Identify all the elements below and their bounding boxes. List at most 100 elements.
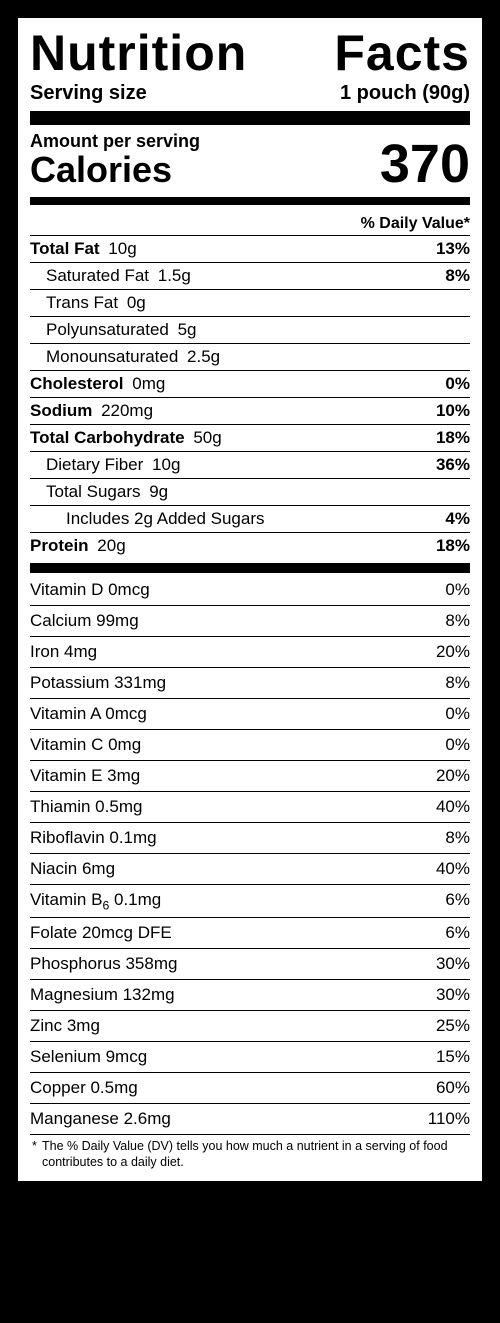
nutrient-row: Total Sugars 9g — [30, 478, 470, 505]
vitamin-dv: 60% — [436, 1078, 470, 1098]
nutrient-name: Trans Fat — [46, 293, 118, 312]
vitamin-dv: 6% — [445, 923, 470, 943]
nutrient-row: Polyunsaturated 5g — [30, 316, 470, 343]
vitamin-dv: 40% — [436, 859, 470, 879]
nutrient-name: Saturated Fat — [46, 266, 149, 285]
nutrient-dv: 4% — [445, 509, 470, 529]
nutrient-row: Total Fat 10g 13% — [30, 235, 470, 262]
daily-value-header: % Daily Value* — [30, 211, 470, 235]
vitamin-dv: 30% — [436, 985, 470, 1005]
vitamin-dv: 110% — [428, 1109, 470, 1129]
macros-section: Total Fat 10g 13% Saturated Fat 1.5g 8% Tran… — [30, 235, 470, 559]
vitamin-name: Iron 4mg — [30, 642, 97, 662]
nutrient-row: Sodium 220mg10% — [30, 397, 470, 424]
nutrient-name: Total Carbohydrate — [30, 428, 185, 447]
vitamin-dv: 8% — [445, 673, 470, 693]
nutrient-dv: 8% — [445, 266, 470, 286]
vitamin-row: Folate 20mcg DFE 6% — [30, 917, 470, 948]
nutrient-amount: 20g — [93, 536, 126, 555]
nutrient-row: Includes 2g Added Sugars 4% — [30, 505, 470, 532]
vitamin-name: Copper 0.5mg — [30, 1078, 138, 1098]
vitamin-name: Vitamin D 0mcg — [30, 580, 150, 600]
nutrient-amount: 5g — [173, 320, 197, 339]
nutrient-row: Monounsaturated 2.5g — [30, 343, 470, 370]
nutrient-name: Sodium — [30, 401, 92, 420]
nutrition-label-frame: Nutrition Facts Serving size 1 pouch (90… — [0, 0, 500, 1199]
nutrient-amount: 0g — [122, 293, 146, 312]
vitamin-name: Vitamin E 3mg — [30, 766, 140, 786]
nutrient-amount: 2.5g — [182, 347, 220, 366]
nutrient-name: Total Fat — [30, 239, 100, 258]
footnote: * The % Daily Value (DV) tells you how m… — [30, 1134, 470, 1172]
nutrient-row: Trans Fat 0g — [30, 289, 470, 316]
nutrient-row: Protein 20g 18% — [30, 532, 470, 559]
vitamin-row: Thiamin 0.5mg 40% — [30, 791, 470, 822]
nutrient-name: Includes 2g Added Sugars — [66, 509, 264, 528]
vitamin-dv: 30% — [436, 954, 470, 974]
vitamin-row: Phosphorus 358mg30% — [30, 948, 470, 979]
vitamin-row: Manganese 2.6mg 110% — [30, 1103, 470, 1134]
vitamin-row: Niacin 6mg 40% — [30, 853, 470, 884]
nutrient-amount: 9g — [145, 482, 169, 501]
vitamin-dv: 0% — [445, 580, 470, 600]
nutrient-name: Cholesterol — [30, 374, 124, 393]
nutrient-dv: 10% — [436, 401, 470, 421]
nutrient-dv: 36% — [436, 455, 470, 475]
vitamin-row: Zinc 3mg25% — [30, 1010, 470, 1041]
vitamins-section: Vitamin D 0mcg0%Calcium 99mg8%Iron 4mg20… — [30, 575, 470, 1134]
vitamin-name: Niacin 6mg — [30, 859, 115, 879]
serving-size-label: Serving size — [30, 82, 147, 105]
nutrient-name: Total Sugars — [46, 482, 141, 501]
vitamin-row: Magnesium 132mg 30% — [30, 979, 470, 1010]
nutrient-amount: 10g — [147, 455, 180, 474]
vitamin-row: Potassium 331mg 8% — [30, 667, 470, 698]
vitamin-row: Vitamin E 3mg 20% — [30, 760, 470, 791]
vitamin-row: Selenium 9mcg 15% — [30, 1041, 470, 1072]
vitamin-dv: 20% — [436, 766, 470, 786]
title-word-1: Nutrition — [30, 28, 247, 78]
nutrient-row: Cholesterol 0mg0% — [30, 370, 470, 397]
footnote-star: * — [32, 1139, 42, 1170]
nutrient-amount: 1.5g — [153, 266, 191, 285]
nutrient-name: Dietary Fiber — [46, 455, 143, 474]
vitamin-name: Zinc 3mg — [30, 1016, 100, 1036]
vitamin-row: Vitamin A 0mcg 0% — [30, 698, 470, 729]
vitamin-dv: 0% — [445, 735, 470, 755]
vitamin-dv: 6% — [445, 890, 470, 910]
nutrient-amount: 10g — [104, 239, 137, 258]
footnote-text: The % Daily Value (DV) tells you how muc… — [42, 1139, 468, 1170]
nutrient-dv: 18% — [436, 536, 470, 556]
vitamin-dv: 15% — [436, 1047, 470, 1067]
vitamin-row: Iron 4mg20% — [30, 636, 470, 667]
nutrient-name: Monounsaturated — [46, 347, 178, 366]
vitamin-name: Magnesium 132mg — [30, 985, 175, 1005]
nutrition-label-panel: Nutrition Facts Serving size 1 pouch (90… — [18, 18, 482, 1181]
vitamin-name: Vitamin C 0mg — [30, 735, 141, 755]
vitamin-name: Manganese 2.6mg — [30, 1109, 171, 1129]
vitamin-name: Folate 20mcg DFE — [30, 923, 172, 943]
vitamin-dv: 40% — [436, 797, 470, 817]
vitamin-row: Copper 0.5mg 60% — [30, 1072, 470, 1103]
nutrient-amount: 50g — [189, 428, 222, 447]
calories-value: 370 — [380, 137, 470, 191]
vitamin-name: Vitamin B6 0.1mg — [30, 890, 161, 912]
vitamin-name: Vitamin A 0mcg — [30, 704, 147, 724]
vitamin-dv: 8% — [445, 828, 470, 848]
nutrient-dv: 13% — [436, 239, 470, 259]
divider-medium — [30, 197, 470, 205]
nutrient-name: Protein — [30, 536, 89, 555]
nutrient-name: Polyunsaturated — [46, 320, 169, 339]
vitamin-name: Potassium 331mg — [30, 673, 166, 693]
calories-row: Calories 370 — [30, 152, 470, 191]
divider-thick — [30, 111, 470, 125]
title-word-2: Facts — [334, 28, 470, 78]
vitamin-dv: 8% — [445, 611, 470, 631]
vitamin-name: Thiamin 0.5mg — [30, 797, 142, 817]
nutrient-dv: 0% — [445, 374, 470, 394]
vitamin-dv: 0% — [445, 704, 470, 724]
vitamin-row: Calcium 99mg8% — [30, 605, 470, 636]
nutrient-row: Dietary Fiber 10g 36% — [30, 451, 470, 478]
nutrient-dv: 18% — [436, 428, 470, 448]
vitamin-name: Selenium 9mcg — [30, 1047, 147, 1067]
nutrient-row: Saturated Fat 1.5g 8% — [30, 262, 470, 289]
